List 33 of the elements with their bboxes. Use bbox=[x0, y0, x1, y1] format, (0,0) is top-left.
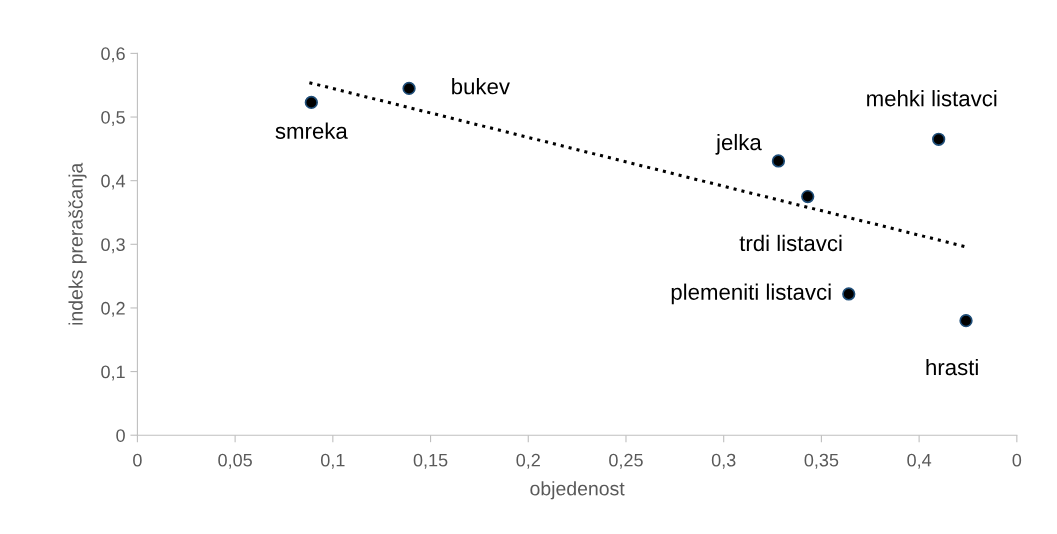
annotation: trdi listavci bbox=[739, 234, 842, 252]
y-tick-label: 0,3 bbox=[101, 238, 125, 254]
y-tick-label: 0,4 bbox=[101, 174, 126, 190]
x-tick-label: 0,1 bbox=[320, 453, 345, 469]
annotation: smreka bbox=[275, 122, 348, 139]
x-tick-label: 0,4 bbox=[907, 453, 932, 469]
x-tick-label: 0,2 bbox=[516, 453, 540, 469]
y-axis-title: indeks preraščanja bbox=[68, 162, 87, 325]
x-tick-label: 0,25 bbox=[609, 453, 643, 469]
x-tick-label: 0,15 bbox=[413, 453, 448, 469]
x-tick-label: 0,05 bbox=[218, 453, 252, 469]
point bbox=[932, 132, 946, 146]
y-tick-label: 0,6 bbox=[101, 47, 125, 63]
x-axis-title: objedenost bbox=[530, 481, 625, 500]
x-tick-label: 0 bbox=[1012, 453, 1022, 467]
y-tick-label: 0 bbox=[116, 429, 125, 442]
point bbox=[959, 314, 973, 328]
annotation: mehki listavci bbox=[867, 90, 997, 107]
x-tick-label: 0,3 bbox=[711, 453, 736, 469]
annotation: hrasti bbox=[926, 358, 978, 376]
point bbox=[771, 154, 786, 168]
x-tick-label: 0,35 bbox=[804, 453, 839, 469]
point bbox=[402, 81, 416, 96]
y-tick-label: 0,5 bbox=[101, 110, 125, 126]
y-tick-label: 0,1 bbox=[101, 365, 125, 381]
point bbox=[801, 189, 815, 204]
y-tick-label: 0,2 bbox=[101, 301, 125, 317]
point bbox=[304, 95, 318, 110]
x-tick-label: 0 bbox=[133, 453, 142, 467]
point bbox=[842, 287, 856, 301]
annotation: jelka bbox=[715, 133, 762, 155]
annotation: plemeniti listavci bbox=[671, 283, 831, 305]
annotation: bukev bbox=[452, 78, 510, 95]
